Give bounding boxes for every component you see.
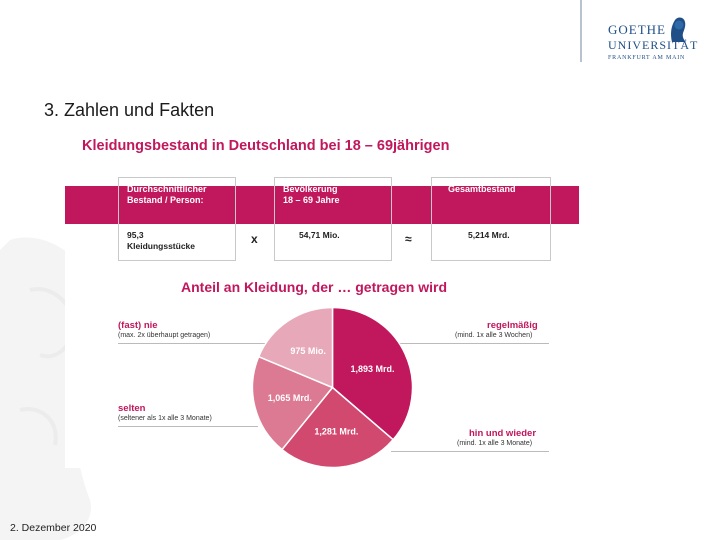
- box-label: 18 – 69 Jahre: [283, 195, 340, 205]
- box-value: Kleidungsstücke: [127, 241, 196, 251]
- footer-date: 2. Dezember 2020: [10, 522, 97, 534]
- pie-chart: 1,893 Mrd. 1,281 Mrd. 1,065 Mrd. 975 Mio.: [251, 306, 414, 469]
- pie-slice-0: [331, 306, 414, 441]
- multiply-operator: x: [251, 232, 258, 246]
- logo-text-goethe: GOETHE: [608, 22, 666, 37]
- legend-selten-title: selten: [118, 403, 146, 414]
- university-logo: GOETHE UNIVERSITÄT FRANKFURT AM MAIN: [598, 14, 698, 64]
- logo-text-frankfurt: FRANKFURT AM MAIN: [608, 55, 686, 61]
- legend-nie-line: [118, 343, 270, 344]
- box-label: Bevölkerung: [283, 184, 338, 194]
- pie-slice-label-1: 1,281 Mrd.: [314, 426, 358, 436]
- legend-nie-title: (fast) nie: [118, 320, 158, 331]
- header-band: [65, 186, 579, 224]
- header-divider: [580, 0, 582, 62]
- pie-slice-label-3: 975 Mio.: [290, 346, 326, 356]
- box-label: Durchschnittlicher: [127, 184, 207, 194]
- box-value: 95,3: [127, 230, 144, 240]
- pie-slice-label-2: 1,065 Mrd.: [268, 393, 312, 403]
- infographic: Kleidungsbestand in Deutschland bei 18 –…: [65, 128, 595, 469]
- pie-slice-3: [257, 306, 334, 389]
- legend-selten-subtitle: (seltener als 1x alle 3 Monate): [118, 415, 212, 422]
- legend-nie-subtitle: (max. 2x überhaupt getragen): [118, 332, 211, 339]
- approx-operator: ≈: [405, 232, 412, 246]
- box-bestand-pro-person: Durchschnittlicher Bestand / Person: 95,…: [118, 177, 236, 261]
- legend-hin-und-wieder-title: hin und wieder: [469, 428, 537, 439]
- pie-chart-title: Anteil an Kleidung, der … getragen wird: [181, 279, 448, 295]
- box-bevoelkerung: Bevölkerung 18 – 69 Jahre 54,71 Mio.: [274, 177, 392, 261]
- box-value: 5,214 Mrd.: [468, 230, 510, 240]
- legend-regelmaessig-title: regelmäßig: [487, 320, 538, 331]
- slide-title: 3. Zahlen und Fakten: [44, 100, 215, 120]
- pie-slice-1: [280, 386, 395, 469]
- box-gesamtbestand: Gesamtbestand 5,214 Mrd.: [431, 177, 551, 261]
- box-label: Gesamtbestand: [448, 184, 516, 194]
- goethe-portrait-icon: [671, 17, 686, 42]
- box-label: Bestand / Person:: [127, 195, 204, 205]
- logo-text-universitaet: UNIVERSITÄT: [608, 38, 699, 52]
- legend-regelmaessig-line: [385, 343, 549, 344]
- box-value: 54,71 Mio.: [299, 230, 340, 240]
- legend-regelmaessig-subtitle: (mind. 1x alle 3 Wochen): [455, 332, 533, 339]
- legend-hin-und-wieder-subtitle: (mind. 1x alle 3 Monate): [457, 440, 533, 447]
- infographic-title: Kleidungsbestand in Deutschland bei 18 –…: [82, 138, 450, 154]
- pie-slice-label-0: 1,893 Mrd.: [350, 364, 394, 374]
- legend-selten-line: [118, 426, 258, 427]
- legend-hin-und-wieder-line: [391, 451, 549, 452]
